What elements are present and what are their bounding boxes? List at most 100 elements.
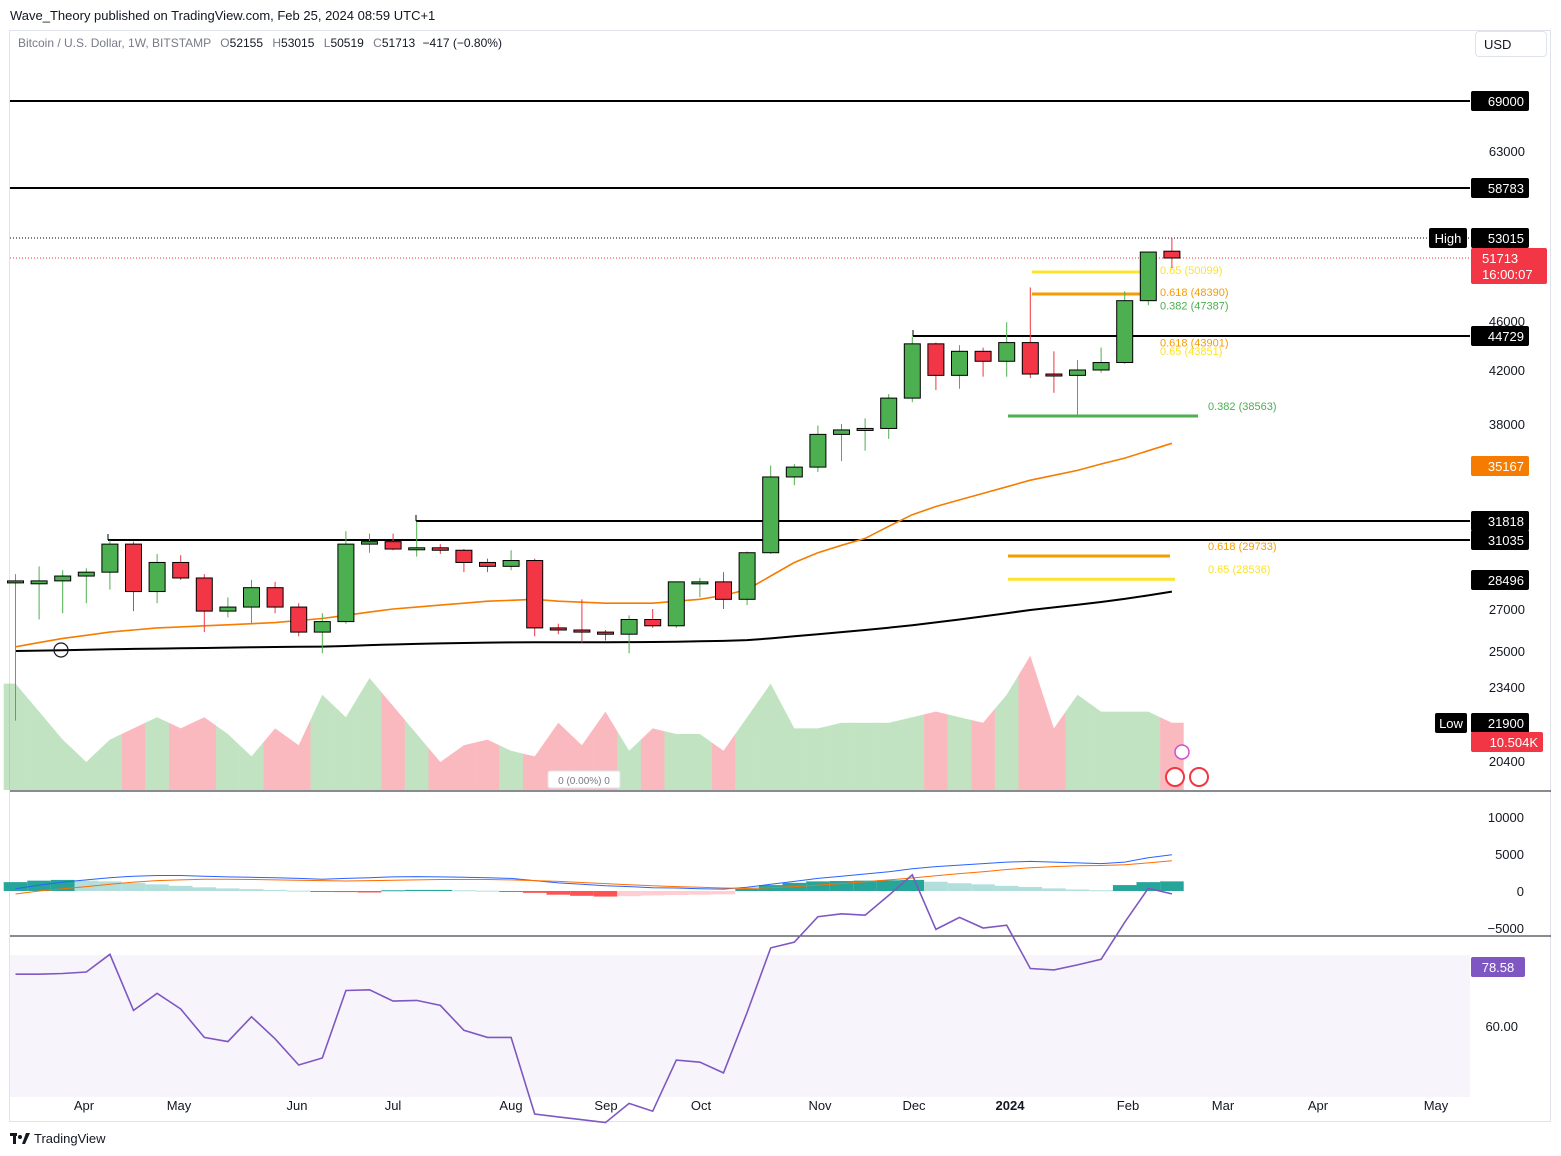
volume-area (829, 722, 854, 790)
candle-body[interactable] (927, 343, 945, 376)
candle-body[interactable] (54, 575, 72, 582)
candle-body[interactable] (408, 547, 426, 551)
macd-histogram-bar (522, 891, 547, 893)
volume-area (924, 711, 948, 790)
time-axis-tick: May (1424, 1098, 1449, 1113)
candle-body[interactable] (1069, 369, 1086, 376)
candle-body[interactable] (1045, 373, 1063, 377)
us-flag-event-icon[interactable] (1165, 767, 1185, 787)
volume-area (593, 711, 618, 790)
candle-body[interactable] (77, 571, 95, 577)
candle-body[interactable] (903, 343, 921, 399)
ema-50-line (15, 442, 1173, 648)
macd-histogram-bar (428, 889, 453, 891)
candle-body[interactable] (266, 587, 284, 608)
ema-cross-marker[interactable] (53, 642, 69, 658)
price-axis-tick: 23400 (1489, 680, 1525, 695)
level-tag-31035-bg (1471, 530, 1529, 550)
macd-histogram-bar (617, 891, 641, 897)
candle-body[interactable] (479, 561, 496, 567)
candle-body[interactable] (715, 581, 732, 600)
macd-histogram-bar (475, 890, 500, 892)
candle-body[interactable] (101, 543, 119, 573)
high-value: 53015 (281, 36, 315, 50)
volume-area (428, 748, 453, 790)
last-price-tag-bg (1471, 248, 1547, 284)
candle-body[interactable] (974, 350, 992, 362)
volume-area (664, 731, 689, 790)
candle-body[interactable] (1163, 250, 1181, 259)
macd-histogram-bar (853, 880, 877, 891)
candle-body[interactable] (219, 606, 237, 612)
ema50-price-tag-bg (1471, 456, 1529, 476)
candle-body[interactable] (384, 541, 402, 550)
level-tag-31818: 31818 (1488, 514, 1524, 529)
candle-body[interactable] (951, 350, 968, 376)
candle-body[interactable] (502, 560, 520, 567)
candle-body[interactable] (880, 397, 898, 429)
candle-body[interactable] (7, 580, 24, 584)
candle-body[interactable] (738, 552, 756, 600)
volume-area (711, 734, 736, 790)
macd-histogram-bar (1018, 886, 1043, 891)
candle-body[interactable] (526, 560, 544, 629)
candle-body[interactable] (856, 427, 874, 431)
candle-body[interactable] (361, 541, 378, 545)
candle-body[interactable] (667, 581, 685, 627)
macd-histogram-bar (192, 887, 217, 891)
candle-body[interactable] (195, 577, 213, 612)
candle-body[interactable] (1021, 342, 1039, 375)
fib-level-label: 0.382 (47387) (1160, 300, 1229, 312)
tradingview-footer[interactable]: TradingView (10, 1131, 106, 1146)
candle-body[interactable] (1139, 251, 1157, 302)
candle-body[interactable] (691, 581, 709, 585)
volume-area (192, 717, 217, 790)
fib-level-label: 0.65 (50099) (1160, 265, 1222, 277)
macd-histogram-bar (145, 884, 169, 891)
high-label: H (272, 36, 282, 50)
candle-body[interactable] (833, 429, 850, 435)
candle-body[interactable] (431, 547, 449, 551)
candle-body[interactable] (243, 587, 260, 608)
currency-selector[interactable]: USD (1475, 31, 1547, 57)
time-axis-tick: Nov (808, 1098, 832, 1113)
macd-axis-tick: −5000 (1487, 921, 1524, 936)
macd-histogram-bar (570, 891, 594, 896)
candle-body[interactable] (597, 631, 614, 635)
candle-body[interactable] (1092, 362, 1110, 371)
candle-body[interactable] (998, 342, 1016, 362)
macd-histogram-bar (50, 879, 75, 891)
candle-body[interactable] (1116, 300, 1134, 364)
volume-area (758, 683, 783, 790)
candle-body[interactable] (290, 606, 308, 633)
candle-body[interactable] (125, 543, 142, 593)
macd-histogram-bar (876, 880, 901, 891)
candle-body[interactable] (172, 561, 190, 579)
earnings-event-icon[interactable] (1174, 744, 1190, 760)
symbol-legend: Bitcoin / U.S. Dollar, 1W, BITSTAMP O521… (18, 36, 502, 50)
candle-body[interactable] (337, 543, 355, 623)
candle-body[interactable] (573, 629, 591, 633)
candle-body[interactable] (762, 476, 780, 554)
candle-body[interactable] (785, 466, 803, 478)
candle-body[interactable] (455, 549, 473, 563)
volume-area (876, 720, 901, 790)
macd-histogram-bar (924, 881, 948, 891)
candle-body[interactable] (313, 621, 331, 633)
volume-area (782, 706, 807, 790)
symbol-title[interactable]: Bitcoin / U.S. Dollar, 1W, BITSTAMP (18, 36, 211, 50)
macd-histogram-bar (593, 891, 618, 897)
volume-area (947, 714, 972, 790)
candle-body[interactable] (148, 561, 166, 593)
macd-histogram-bar (994, 885, 1019, 891)
fib-level-label: 0.618 (48390) (1160, 287, 1229, 299)
candle-body[interactable] (30, 580, 48, 585)
candle-body[interactable] (809, 433, 827, 468)
candle-body[interactable] (644, 619, 662, 627)
time-axis-tick: Apr (1308, 1098, 1329, 1113)
us-flag-event-icon[interactable] (1189, 767, 1209, 787)
candle-body[interactable] (549, 627, 567, 631)
volume-area (452, 742, 476, 790)
candle-body[interactable] (620, 619, 638, 635)
